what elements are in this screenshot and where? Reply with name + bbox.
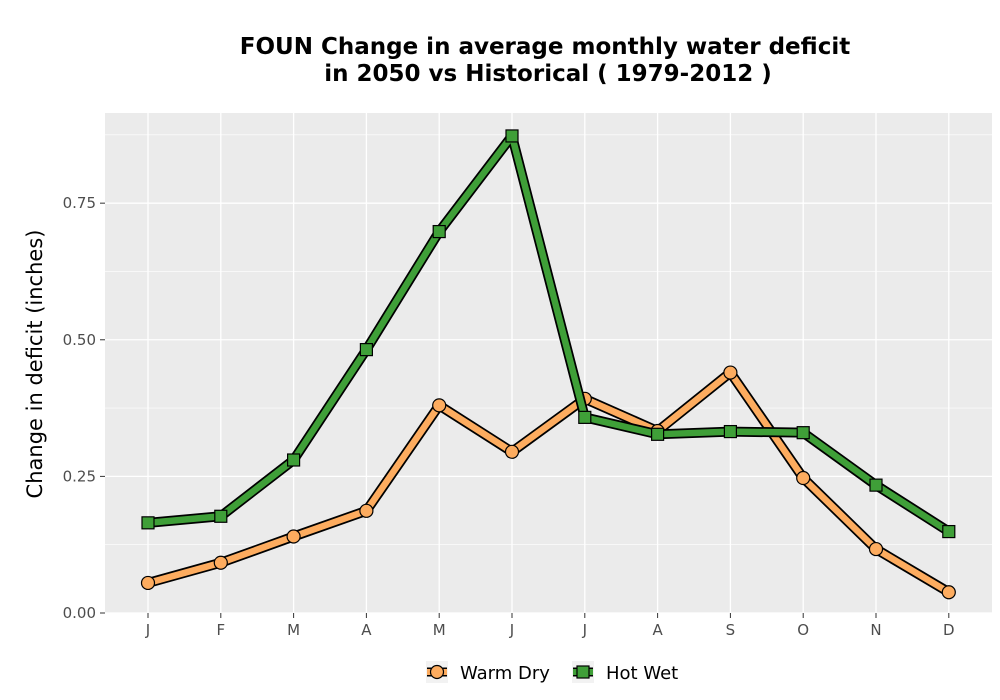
chart-title-line-2: in 2050 vs Historical ( 1979-2012 ) — [324, 61, 771, 87]
data-point — [214, 509, 228, 523]
x-tick-label: A — [652, 621, 663, 639]
x-tick-label: J — [582, 621, 587, 639]
data-point — [213, 555, 228, 570]
legend-key-hot-wet — [572, 661, 594, 683]
data-point — [723, 365, 738, 380]
data-point — [286, 529, 301, 544]
legend-marker — [576, 665, 590, 679]
data-point — [869, 478, 883, 492]
legend-label: Hot Wet — [606, 663, 678, 684]
x-tick-label: S — [726, 621, 736, 639]
y-tick-label: 0.00 — [63, 604, 96, 622]
data-point — [941, 585, 956, 600]
x-tick-label: N — [870, 621, 881, 639]
series-layer — [140, 129, 956, 600]
data-point — [942, 524, 956, 539]
data-point — [359, 343, 373, 357]
series-hot-wet — [141, 129, 956, 539]
x-tick-label: D — [943, 621, 955, 639]
legend-marker — [429, 664, 445, 680]
data-point — [505, 129, 519, 143]
x-tick-label: M — [287, 621, 300, 639]
data-point — [359, 503, 374, 518]
legend: Warm Dry Hot Wet — [426, 661, 678, 684]
data-point — [432, 398, 447, 413]
data-point — [432, 224, 446, 239]
x-tick-label: J — [509, 621, 514, 639]
series-line — [144, 132, 953, 535]
data-point — [650, 427, 665, 441]
y-tick-label: 0.50 — [63, 331, 96, 349]
x-tick-label: J — [145, 621, 150, 639]
y-tick-label: 0.75 — [63, 194, 96, 212]
y-axis-title: Change in deficit (inches) — [23, 230, 47, 499]
legend-key-warm-dry — [426, 661, 448, 683]
data-point — [578, 410, 592, 424]
data-point — [141, 516, 155, 530]
series-line — [144, 369, 953, 596]
data-point — [868, 541, 884, 557]
x-tick-label: O — [797, 621, 809, 639]
plot-panel — [105, 113, 992, 613]
data-point — [796, 470, 811, 486]
legend-label: Warm Dry — [460, 663, 550, 684]
data-point — [504, 444, 520, 459]
data-point — [796, 426, 810, 440]
data-point — [723, 424, 738, 439]
x-tick-label: M — [433, 621, 446, 639]
y-tick-label: 0.25 — [63, 467, 96, 485]
x-tick-label: F — [216, 621, 225, 639]
x-tick-label: A — [361, 621, 372, 639]
chart-title-line-1: FOUN Change in average monthly water def… — [240, 34, 850, 60]
data-point — [287, 453, 301, 467]
y-axis-ticks: 0.00 0.25 0.50 0.75 — [63, 194, 105, 622]
data-point — [140, 575, 156, 591]
